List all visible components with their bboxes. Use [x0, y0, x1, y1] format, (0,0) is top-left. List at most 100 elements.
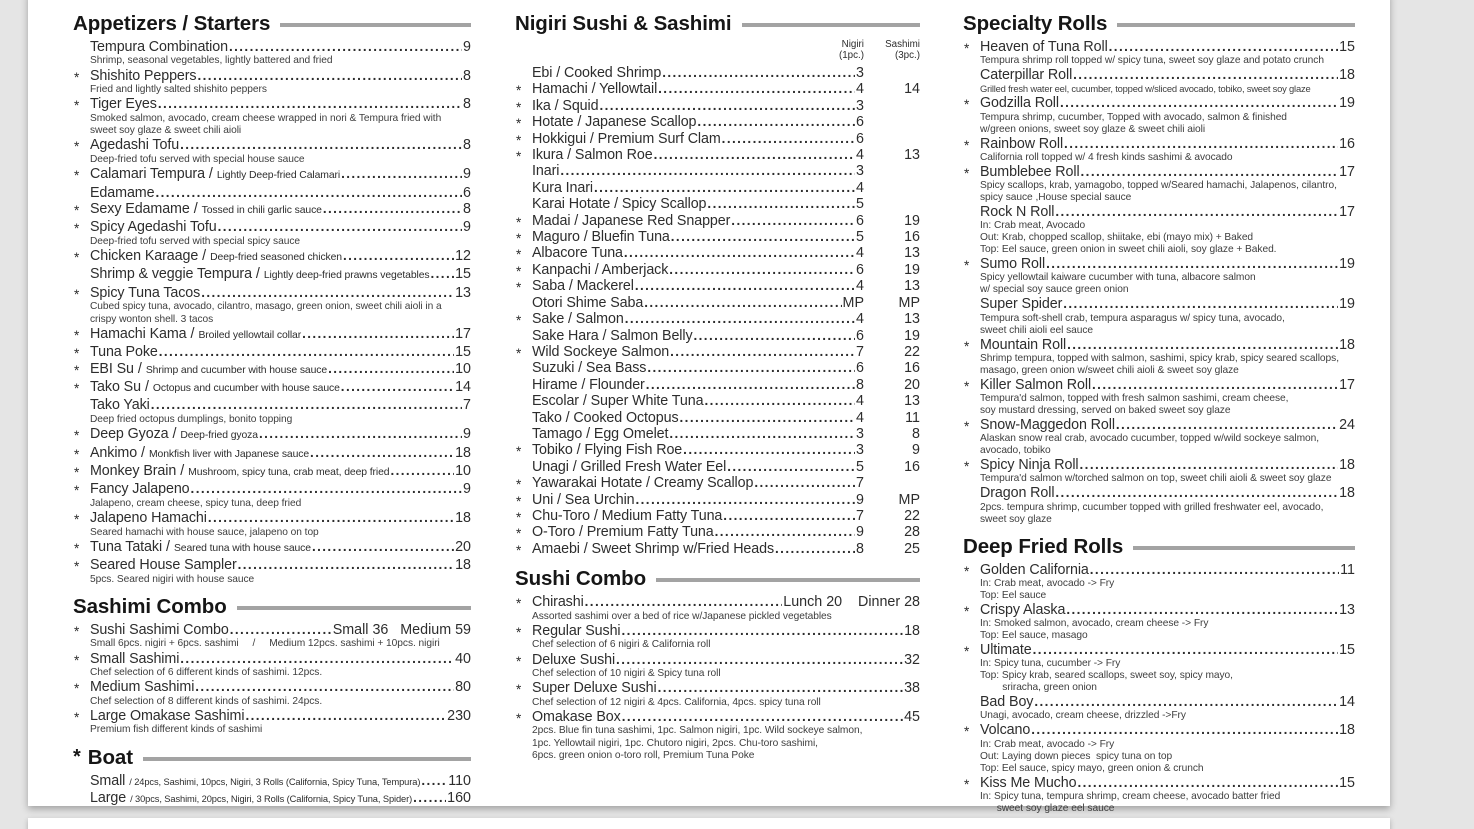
dotted-leader — [754, 475, 855, 491]
menu-item-row: Albacore Tuna 4 13 — [532, 245, 920, 261]
item-name: Dragon Roll — [980, 485, 1055, 502]
menu-item: * Hamachi / Yellowtail 4 14 — [515, 81, 920, 98]
item-name: Ultimate — [980, 642, 1032, 659]
star-marker: * — [74, 362, 80, 378]
item-description: In: Spicy tuna, cucumber -> Fry — [980, 658, 1121, 670]
menu-item: * Ultimate 15 In: Spicy tuna, cucumber -> F… — [963, 642, 1355, 693]
item-separator: / — [140, 379, 153, 396]
star-marker: * — [73, 746, 81, 769]
item-price: 10 — [455, 360, 471, 377]
menu-item: Ebi / Cooked Shrimp 3 — [515, 65, 920, 81]
menu-item: * Tobiko / Flying Fish Roe 3 9 — [515, 442, 920, 459]
item-description: Small 6pcs. nigiri + 6pcs. sashimi / Med… — [90, 638, 440, 650]
item-description: Grilled fresh water eel, cucumber, toppe… — [980, 83, 1311, 95]
item-price-nigiri: 4 — [856, 393, 864, 410]
star-marker: * — [964, 137, 970, 153]
star-marker: * — [516, 477, 522, 493]
dotted-leader — [259, 426, 462, 442]
item-price: 19 — [1339, 95, 1355, 112]
item-price: 9 — [463, 166, 471, 183]
dotted-leader — [1073, 67, 1338, 83]
menu-page: Appetizers / Starters Tempura Combination… — [28, 0, 1390, 814]
item-price: 17 — [1339, 204, 1355, 221]
menu-item: * Albacore Tuna 4 13 — [515, 245, 920, 263]
item-separator: / — [204, 166, 217, 183]
menu-item: * Spicy Tuna Tacos 13 Cubed spicy tuna, avo… — [73, 285, 471, 325]
item-name: Medium Sashimi — [90, 679, 195, 696]
item-price-sashimi: 13 — [904, 245, 920, 262]
item-description: Deep-fried tofu served with special spic… — [90, 235, 300, 247]
section-heading: Deep Fried Rolls — [963, 535, 1355, 558]
dotted-leader — [731, 213, 855, 229]
item-price: 13 — [455, 284, 471, 301]
item-price: 18 — [455, 557, 471, 574]
item-separator: / — [133, 360, 146, 377]
item-description: soy mustard dressing, served on baked sw… — [980, 405, 1231, 417]
star-marker: * — [516, 542, 522, 558]
menu-item-row: Uni / Sea Urchin 9 MP — [532, 492, 920, 508]
item-name: Sushi Sashimi Combo — [90, 621, 229, 638]
item-name: Hotate / Japanese Scallop — [532, 114, 697, 131]
menu-item: * Ika / Squid 3 — [515, 98, 920, 115]
star-marker: * — [516, 313, 522, 329]
menu-item-row: Chu-Toro / Medium Fatty Tuna 7 22 — [532, 508, 920, 524]
item-name: Rainbow Roll — [980, 135, 1064, 152]
section-boat: * Boat Small / 24pcs, Sashimi, 10pcs, Nigi… — [73, 746, 471, 808]
item-price-nigiri: 6 — [856, 212, 864, 229]
dotted-leader — [1055, 485, 1338, 501]
item-price: 8 — [463, 67, 471, 84]
dotted-leader — [616, 652, 903, 668]
item-price: 18 — [455, 444, 471, 461]
dotted-leader — [1064, 136, 1338, 152]
menu-item: * Spicy Agedashi Tofu 9 Deep-fried tofu ser… — [73, 219, 471, 247]
star-marker: * — [964, 97, 970, 113]
star-marker: * — [74, 168, 80, 184]
dotted-leader — [671, 229, 855, 245]
section-title: Appetizers / Starters — [73, 12, 271, 35]
menu-item-row: Bumblebee Roll 17 — [980, 164, 1355, 180]
dotted-leader — [180, 137, 462, 153]
item-name: Albacore Tuna — [532, 245, 623, 262]
item-subtitle: Monkfish liver with Japanese sauce — [149, 448, 310, 460]
menu-item: * Regular Sushi 18 Chef selection of 6 nigi… — [515, 623, 920, 651]
menu-item-row: Hamachi / Yellowtail 4 14 — [532, 81, 920, 97]
menu-item: * Kiss Me Mucho 15 In: Spicy tuna, tempura … — [963, 775, 1355, 814]
section-rule — [1133, 545, 1355, 550]
item-name: Regular Sushi — [532, 622, 621, 639]
menu-item-row: Dragon Roll 18 — [980, 485, 1355, 501]
dotted-leader — [1090, 562, 1339, 578]
dotted-leader — [723, 508, 855, 524]
item-price: 45 — [904, 709, 920, 725]
menu-item-row: Yawarakai Hotate / Creamy Scallop 7 — [532, 475, 920, 491]
star-marker: * — [516, 280, 522, 296]
item-price: 18 — [1339, 485, 1355, 502]
item-separator: / — [198, 248, 211, 265]
item-name: Tempura Combination — [90, 39, 228, 55]
dotted-leader — [245, 708, 446, 724]
menu-item-row: Tuna Tataki / Seared tuna with house sau… — [90, 539, 471, 557]
dotted-leader — [151, 397, 462, 413]
menu-item-row: Killer Salmon Roll 17 — [980, 377, 1355, 393]
section-heading: Appetizers / Starters — [73, 12, 471, 35]
menu-item-row: Regular Sushi 18 — [532, 623, 920, 639]
menu-item-row: Sushi Sashimi Combo Small 36 Medium 59 — [90, 622, 471, 638]
item-name: Otori Shime Saba — [532, 294, 644, 311]
star-marker: * — [516, 247, 522, 263]
menu-item-row: Volcano 18 — [980, 722, 1355, 738]
item-name: Bumblebee Roll — [980, 163, 1080, 180]
dotted-leader — [1066, 602, 1338, 618]
menu-item-row: Golden California 11 — [980, 562, 1355, 578]
item-price-sashimi: 8 — [912, 425, 920, 442]
item-description: 6pcs. green onion o-toro roll, Premium T… — [532, 750, 755, 761]
dotted-leader — [431, 266, 455, 282]
item-price-sashimi: 19 — [904, 261, 920, 278]
item-description: Tempura shrimp roll topped w/ spicy tuna… — [980, 55, 1324, 67]
menu-item: * Small Sashimi 40 Chef selection of 6 diff… — [73, 651, 471, 679]
menu-column-3: Specialty Rolls * Heaven of Tuna Roll 15 Tem… — [963, 12, 1355, 824]
item-name: Amaebi / Sweet Shrimp w/Fried Heads — [532, 540, 775, 557]
dotted-leader — [585, 594, 783, 610]
item-price: 7 — [463, 397, 471, 414]
menu-item: Tako / Cooked Octopus 4 11 — [515, 410, 920, 426]
star-marker: * — [74, 623, 80, 639]
item-price-nigiri: 4 — [856, 179, 864, 196]
